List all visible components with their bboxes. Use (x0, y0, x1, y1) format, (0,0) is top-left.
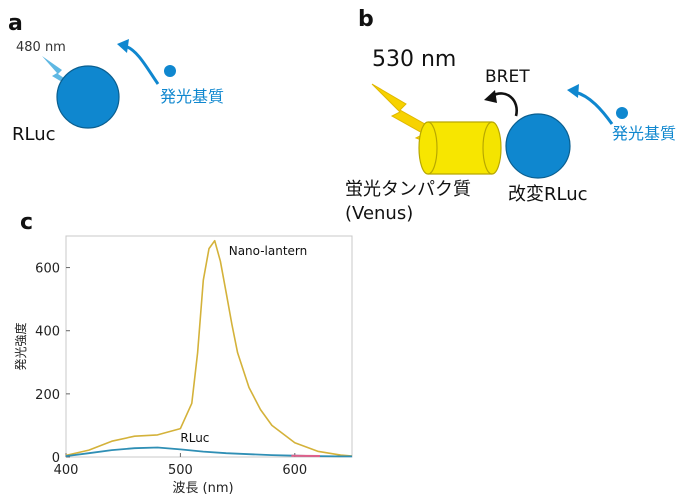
bret-label: BRET (485, 67, 530, 87)
y-tick-label: 600 (35, 262, 60, 277)
panel-b-wavelength: 530 nm (372, 47, 456, 72)
panel-c-letter: c (20, 210, 33, 235)
panel-b-substrate-label: 発光基質 (612, 124, 676, 143)
emission-spectrum-chart: 0 200 400 600 400 500 600 波長 (nm) 発光強度 Nano-lante… (13, 235, 353, 496)
series-label-nano-lantern: Nano-lantern (229, 244, 308, 258)
protein-label-line1: 蛍光タンパク質 (345, 179, 471, 200)
panel-a-enzyme-label: RLuc (12, 124, 56, 145)
x-tick-label: 600 (282, 463, 307, 478)
arrowhead-icon (567, 84, 579, 98)
curved-arrow-icon (124, 44, 160, 85)
series-label-rluc: RLuc (180, 431, 209, 445)
panel-c: c 0 200 400 600 400 500 600 波長 (nm) 発光強度 Nano-lan… (13, 210, 353, 496)
y-tick-label: 200 (35, 388, 60, 403)
rluc-circle (56, 65, 120, 129)
substrate-dot (164, 65, 176, 77)
x-axis-label: 波長 (nm) (172, 481, 233, 496)
modified-rluc-circle (505, 113, 571, 179)
panel-a-substrate-label: 発光基質 (160, 87, 224, 106)
y-axis-label: 発光強度 (13, 322, 28, 370)
panel-a-wavelength: 480 nm (16, 40, 66, 55)
panel-b-letter: b (358, 7, 374, 32)
y-tick-label: 0 (52, 451, 60, 466)
panel-a: a 480 nm RLuc 発光基質 (8, 11, 224, 145)
panel-b: b 530 nm BRET 発光基質 蛍光タンパク質 (Venus) 改変RLu… (345, 7, 676, 224)
arrowhead-icon (484, 90, 497, 103)
panel-a-letter: a (8, 11, 23, 36)
series-line-nano-lantern (65, 239, 353, 457)
plot-frame (65, 235, 353, 458)
substrate-dot (616, 107, 628, 119)
protein-label-line2: (Venus) (345, 203, 413, 224)
arrowhead-icon (117, 39, 129, 53)
y-tick-label: 400 (35, 325, 60, 340)
curved-arrow-icon (574, 90, 614, 125)
x-tick-label: 400 (54, 463, 79, 478)
venus-cylinder (418, 121, 502, 175)
x-tick-label: 500 (168, 463, 193, 478)
modified-rluc-label: 改変RLuc (508, 184, 588, 205)
lightning-bolt-icon (42, 56, 90, 102)
